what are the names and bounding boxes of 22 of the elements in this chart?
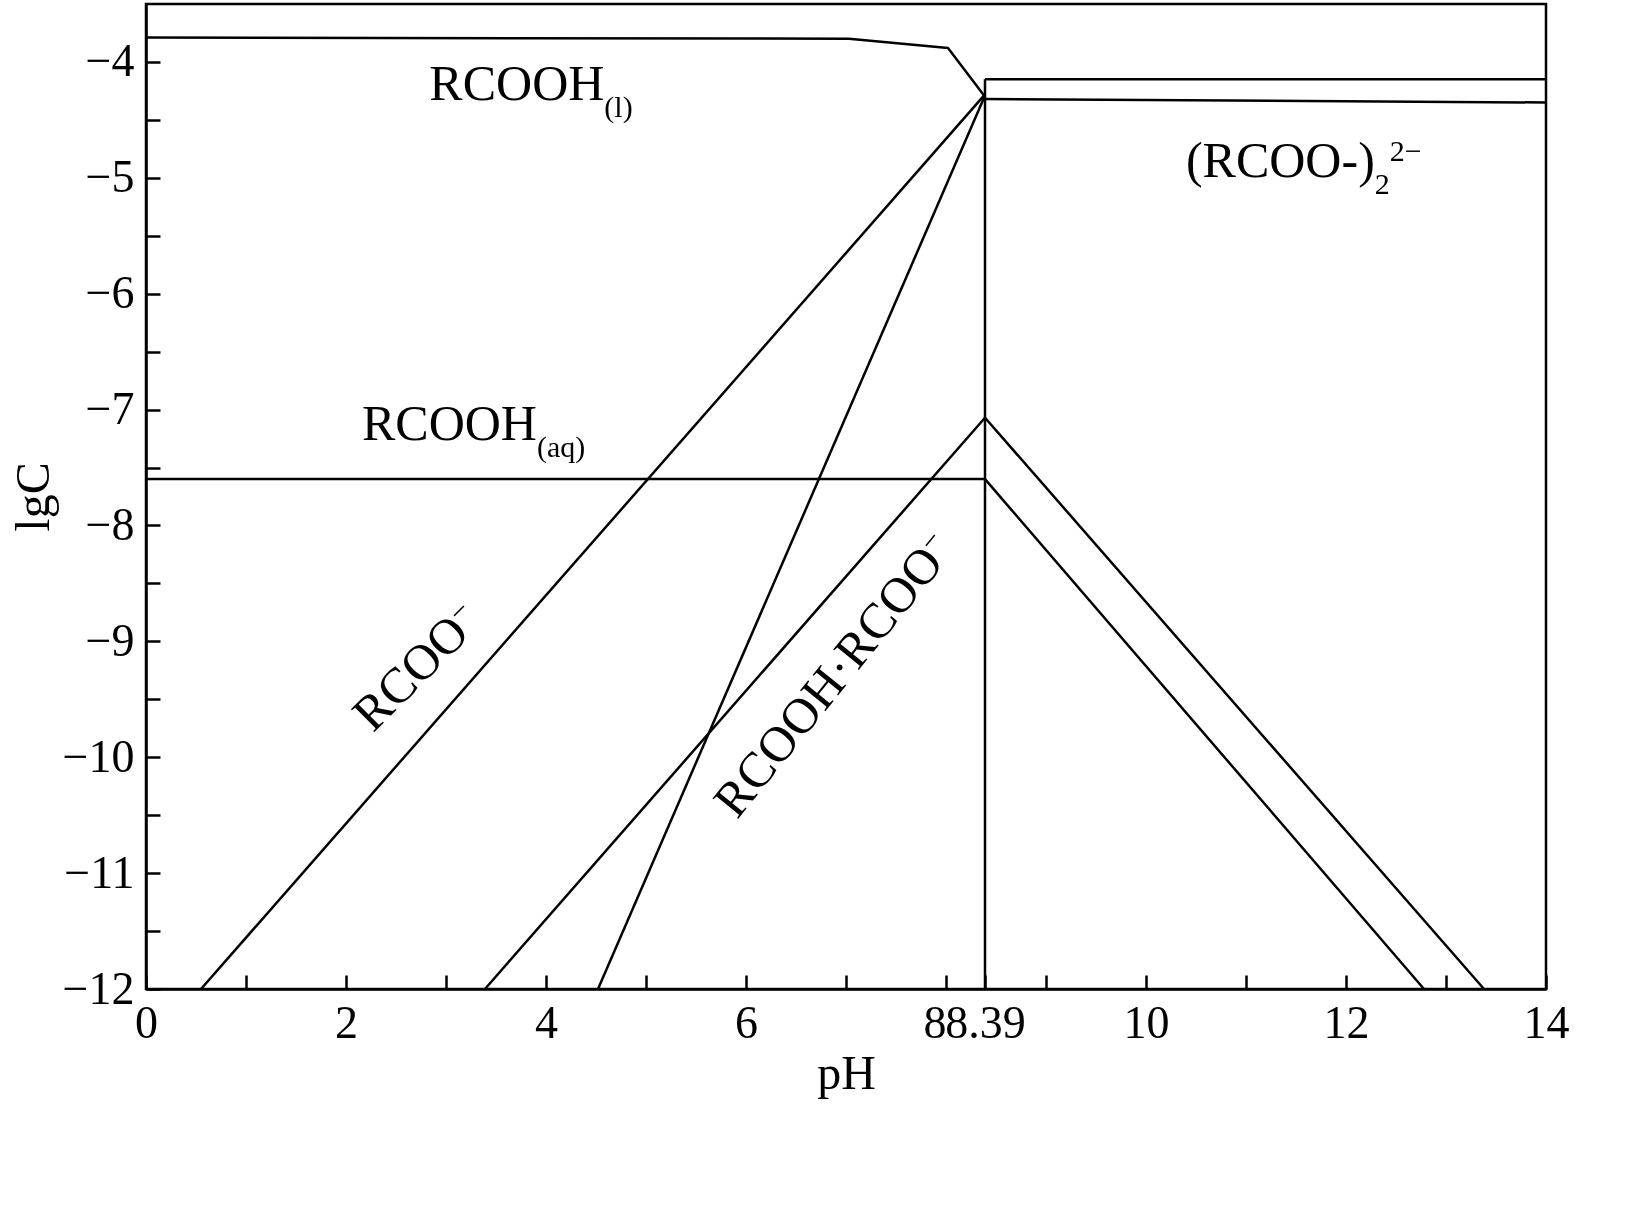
x-tick-label: 2 xyxy=(335,996,358,1048)
y-tick-label: −11 xyxy=(64,846,135,898)
y-tick-label: −5 xyxy=(85,151,135,203)
x-tick-label: 0 xyxy=(135,996,158,1048)
x-tick-label: 8.39 xyxy=(945,996,1026,1048)
x-axis-title: pH xyxy=(817,1045,876,1099)
y-tick-label: −9 xyxy=(85,614,135,666)
y-tick-label: −10 xyxy=(62,730,135,782)
y-axis-title: lgC xyxy=(5,462,59,532)
annotation: RCOOH$_{(l)}$ xyxy=(429,54,633,124)
x-tick-label: 4 xyxy=(535,996,558,1048)
x-tick-label: 10 xyxy=(1123,996,1170,1048)
annotation: RCOOH$_{(aq)}$ xyxy=(361,394,586,464)
y-tick-label: −7 xyxy=(85,383,135,435)
y-tick-label: −8 xyxy=(85,498,135,550)
x-tick-label: 6 xyxy=(735,996,758,1048)
y-tick-label: −6 xyxy=(85,267,135,319)
y-tick-label: −12 xyxy=(62,962,135,1014)
x-tick-label: 8 xyxy=(923,996,947,1048)
x-tick-label: 12 xyxy=(1323,996,1370,1048)
x-tick-label: 14 xyxy=(1523,996,1570,1048)
y-tick-label: −4 xyxy=(85,35,135,87)
